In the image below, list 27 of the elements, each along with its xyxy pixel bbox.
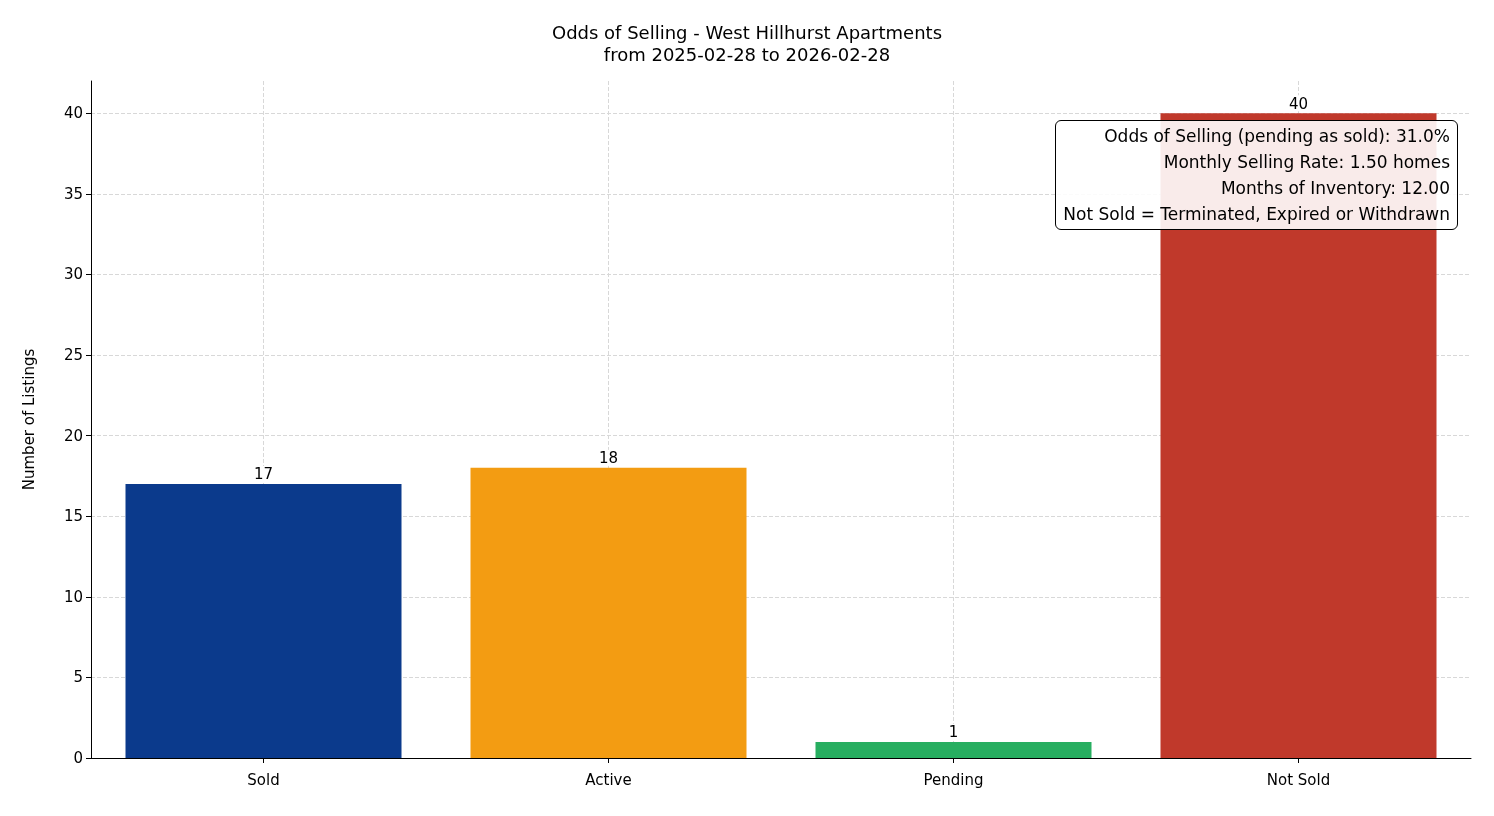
annotation: Odds of Selling (pending as sold): 31.0% — [1103, 125, 1450, 148]
data-label: 17 — [253, 465, 274, 484]
bar — [470, 467, 747, 758]
y-tick-label: 10 — [63, 587, 83, 606]
data-label: 18 — [598, 449, 619, 468]
x-tick-label: Not Sold — [1266, 770, 1331, 789]
y-tick-label: 15 — [63, 507, 83, 526]
data-label: 1 — [948, 723, 959, 742]
y-tick-label: 20 — [63, 426, 83, 445]
x-tick-label: Pending — [923, 770, 984, 789]
x-tick-label: Sold — [247, 770, 280, 789]
y-tick-label: 0 — [73, 749, 83, 767]
annotation: Months of Inventory: 12.00 — [1219, 177, 1450, 200]
bar — [125, 483, 402, 758]
annotation: Monthly Selling Rate: 1.50 homes — [1162, 151, 1450, 174]
y-tick-label: 35 — [63, 184, 83, 203]
y-axis-title: Number of Listings — [19, 348, 38, 491]
y-tick-label: 25 — [63, 346, 83, 365]
data-label: 40 — [1288, 94, 1309, 113]
chart-title: Odds of Selling - West Hillhurst Apartments — [551, 21, 943, 43]
annotation: Not Sold = Terminated, Expired or Withdrawn — [1063, 203, 1450, 226]
y-tick-label: 30 — [63, 265, 83, 284]
y-tick-label: 40 — [63, 104, 83, 123]
y-tick-label: 5 — [73, 668, 83, 687]
bar — [815, 741, 1092, 758]
x-tick-label: Active — [585, 770, 632, 789]
chart-subtitle: from 2025-02-28 to 2026-02-28 — [603, 43, 891, 65]
